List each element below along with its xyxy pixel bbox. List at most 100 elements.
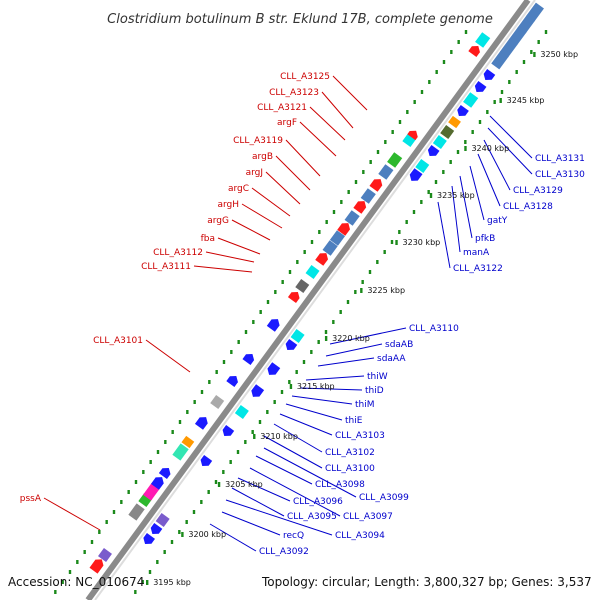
gene-box [210, 395, 225, 409]
feature-track [89, 2, 544, 574]
gc-dot [266, 410, 269, 414]
gene-feature [181, 435, 195, 449]
gene-feature [329, 230, 346, 246]
gc-dot [98, 530, 101, 534]
gc-dot [376, 260, 379, 264]
gc-dot [383, 250, 386, 254]
gene-arrow [194, 417, 208, 430]
gc-dot [544, 30, 548, 34]
gc-dot [332, 210, 336, 214]
gene-feature [143, 533, 155, 545]
gene-feature [305, 265, 320, 279]
callout-line [325, 343, 383, 357]
gc-dot [163, 550, 166, 554]
gene-feature [508, 26, 527, 46]
tick-label: 3250 kbp [540, 50, 578, 59]
gene-box [329, 230, 346, 246]
callout-line [249, 467, 341, 517]
gc-dot [200, 500, 203, 504]
gene-feature [287, 291, 300, 303]
gene-label: CLL_A3128 [503, 202, 553, 212]
gene-arrow [483, 69, 496, 81]
gene-feature [267, 362, 281, 375]
gene-feature [337, 223, 351, 236]
gene-box [98, 548, 112, 562]
label-callouts: CLL_A3125 CLL_A3123 CLL_A3121 argF CLL_A3119… [20, 72, 585, 557]
gene-feature [457, 105, 469, 117]
gene-arrow [222, 425, 235, 437]
callout-line [193, 265, 253, 273]
gc-dot [171, 430, 174, 434]
gc-dot [281, 280, 284, 284]
gc-dot [457, 40, 460, 44]
gene-feature [128, 503, 145, 521]
tick-label: 3220 kbp [332, 334, 370, 343]
gene-feature [150, 523, 163, 535]
gene-arrow [457, 105, 469, 117]
gene-feature [226, 375, 238, 387]
gc-dot [252, 320, 255, 324]
gene-label: CLL_A3101 [93, 336, 143, 346]
gene-label: sdaAA [377, 354, 406, 364]
gene-feature [285, 339, 298, 351]
gene-box [128, 503, 145, 521]
gc-dot [398, 120, 402, 124]
callout-line [437, 201, 451, 269]
gene-label: CLL_A3131 [535, 154, 585, 164]
gc-dot [164, 440, 167, 444]
tick-label: 3230 kbp [403, 238, 441, 247]
callout-line [255, 455, 313, 485]
gc-dot [464, 140, 467, 144]
gene-box [155, 513, 170, 527]
tick-mark [146, 580, 149, 585]
gene-label: CLL_A3112 [153, 248, 203, 258]
gene-box [508, 26, 527, 46]
gene-label: argB [252, 152, 273, 162]
gene-feature [322, 240, 338, 256]
gc-dot [302, 360, 306, 364]
callout-line [205, 251, 255, 263]
gene-box [491, 50, 509, 70]
gc-dot [178, 530, 181, 534]
gene-feature [194, 417, 208, 430]
gc-content-track [54, 30, 548, 594]
tick-mark [499, 98, 502, 103]
gene-box [378, 164, 394, 180]
tick-mark [395, 240, 398, 245]
callout-line [263, 435, 323, 469]
genome-backbone-shadow [94, 0, 536, 600]
gene-label: CLL_A3130 [535, 170, 585, 180]
gene-box [500, 38, 518, 58]
gc-dot [127, 490, 130, 494]
gc-dot [193, 400, 196, 404]
gc-dot [237, 340, 240, 344]
gene-label: manA [463, 248, 490, 258]
gc-dot [464, 30, 468, 34]
gc-dot [354, 180, 358, 184]
gc-dot [361, 280, 364, 284]
gc-dot [508, 80, 511, 84]
gene-arrow [353, 201, 367, 214]
gene-arrow [285, 339, 298, 351]
gc-dot [428, 80, 431, 84]
gene-feature [475, 32, 491, 48]
gene-label: CLL_A3096 [293, 497, 343, 507]
gene-arrow [150, 477, 164, 490]
gene-label: CLL_A3119 [233, 136, 283, 146]
gene-arrow [267, 362, 281, 375]
gc-dot [156, 560, 159, 564]
gene-feature [427, 145, 440, 157]
gene-feature [526, 2, 544, 22]
callout-line [332, 75, 368, 111]
tick-label: 3235 kbp [437, 191, 475, 200]
tick-mark [217, 482, 221, 487]
gene-feature [234, 405, 249, 419]
gc-dot [214, 480, 218, 484]
gc-dot [134, 480, 138, 484]
gene-box [172, 443, 189, 461]
gene-label: CLL_A3099 [359, 493, 409, 503]
gc-dot [288, 380, 291, 384]
gc-dot [266, 300, 270, 304]
tick-label: 3240 kbp [471, 144, 509, 153]
